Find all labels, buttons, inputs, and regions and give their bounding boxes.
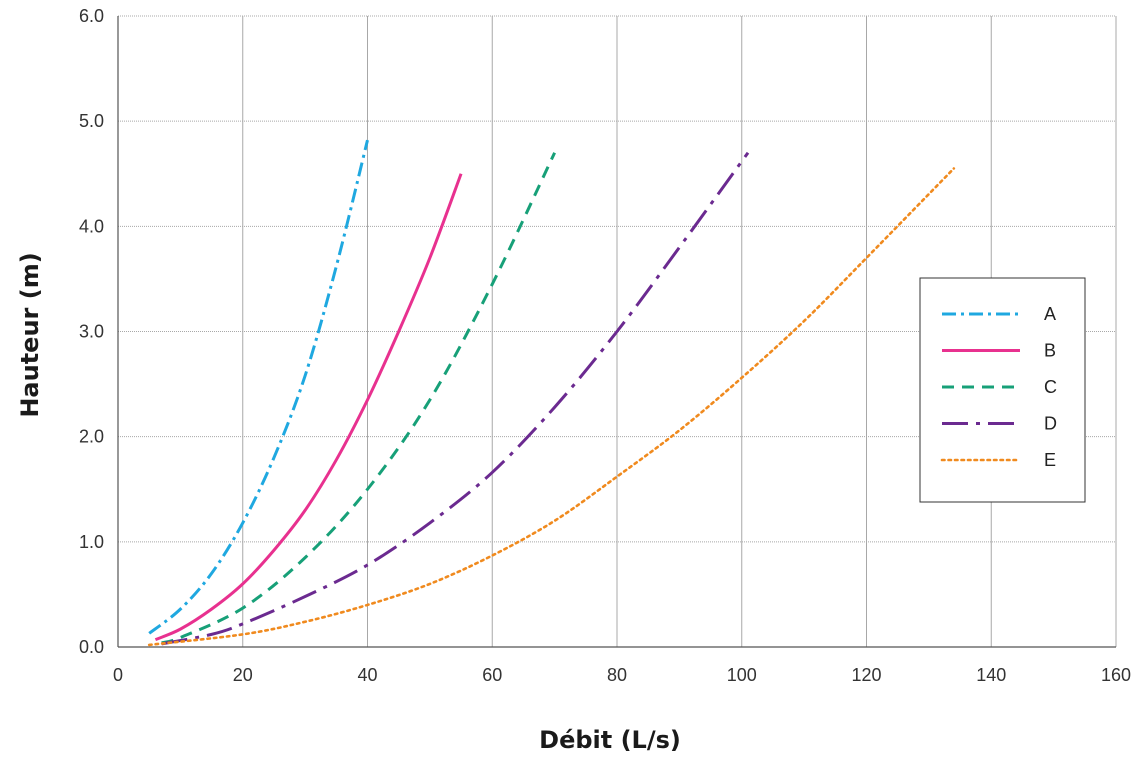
legend-label-d: D <box>1044 414 1057 434</box>
legend-label-b: B <box>1044 341 1056 361</box>
x-tick-label: 80 <box>607 665 627 685</box>
series-line-b <box>154 173 463 642</box>
x-axis-title: Débit (L/s) <box>539 726 681 754</box>
series-line-a <box>148 139 369 635</box>
y-tick-label: 6.0 <box>79 6 104 26</box>
series-line-e <box>147 167 956 647</box>
axes <box>117 16 1116 648</box>
x-tick-label: 160 <box>1101 665 1131 685</box>
y-tick-label: 4.0 <box>79 216 104 236</box>
legend-label-e: E <box>1044 450 1056 470</box>
legend-box <box>919 277 1086 503</box>
x-tick-label: 40 <box>357 665 377 685</box>
y-tick-label: 2.0 <box>79 427 104 447</box>
x-tick-label: 60 <box>482 665 502 685</box>
y-tick-label: 1.0 <box>79 532 104 552</box>
series-line-d <box>161 151 750 646</box>
x-tick-label: 120 <box>851 665 881 685</box>
tick-labels: 0 20 40 60 80 100 120 140 160 0.0 1.0 2.0 3.0 4.0 5.0 6… <box>79 6 1131 685</box>
y-tick-label: 3.0 <box>79 322 104 342</box>
y-tick-label: 5.0 <box>79 111 104 131</box>
legend-label-c: C <box>1044 377 1057 397</box>
series-line-c <box>161 152 556 645</box>
x-tick-label: 0 <box>113 665 123 685</box>
x-tick-label: 20 <box>233 665 253 685</box>
series-lines <box>147 139 956 647</box>
legend-label-a: A <box>1044 304 1056 324</box>
x-tick-label: 140 <box>976 665 1006 685</box>
y-axis-title: Hauteur (m) <box>16 252 44 417</box>
x-tick-label: 100 <box>727 665 757 685</box>
y-tick-label: 0.0 <box>79 637 104 657</box>
